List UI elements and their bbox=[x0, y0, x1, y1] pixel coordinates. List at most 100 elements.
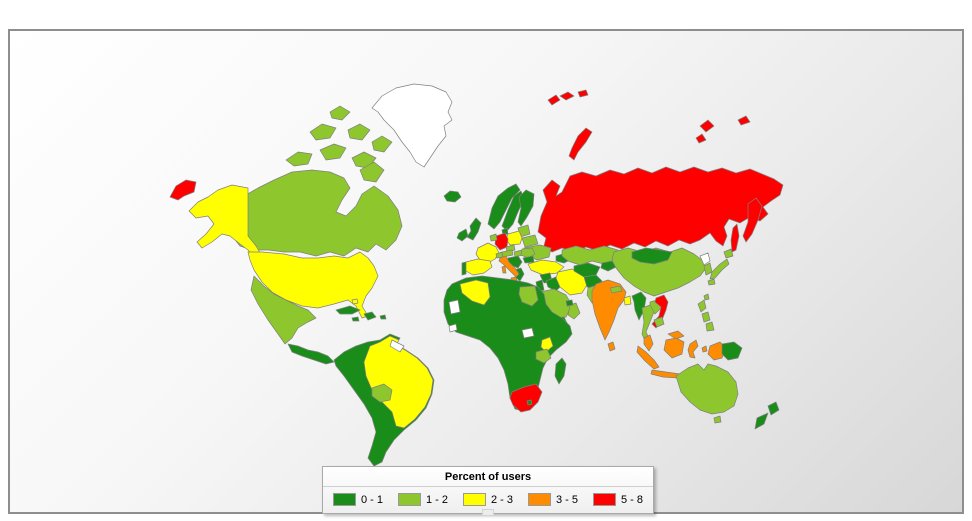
country-south-korea[interactable] bbox=[703, 262, 713, 276]
country-norway[interactable] bbox=[487, 183, 521, 230]
country-russia-chukotka[interactable] bbox=[169, 179, 197, 201]
country-russia[interactable] bbox=[537, 166, 784, 253]
country-india[interactable] bbox=[591, 279, 627, 341]
legend-swatch-3-5 bbox=[527, 493, 551, 506]
country-australia-tasmania[interactable] bbox=[713, 415, 722, 424]
country-kenya[interactable] bbox=[540, 336, 554, 353]
legend-swatch-1-2 bbox=[397, 493, 421, 506]
country-uae[interactable] bbox=[565, 299, 574, 307]
country-benelux[interactable] bbox=[489, 233, 498, 242]
country-canada-island[interactable] bbox=[309, 123, 337, 141]
country-sri-lanka[interactable] bbox=[607, 341, 616, 352]
legend-title: Percent of users bbox=[323, 467, 653, 487]
country-taiwan[interactable] bbox=[703, 293, 710, 301]
country-belarus[interactable] bbox=[521, 234, 539, 248]
country-north-korea[interactable] bbox=[699, 252, 711, 266]
country-canada-island[interactable] bbox=[319, 143, 347, 161]
country-russia-arctic-island[interactable] bbox=[559, 91, 575, 101]
country-bulgaria[interactable] bbox=[522, 255, 535, 264]
country-egypt[interactable] bbox=[518, 285, 539, 307]
country-poland[interactable] bbox=[505, 230, 523, 246]
legend-items: 0 - 1 1 - 2 2 - 3 3 - 5 5 - 8 bbox=[323, 487, 653, 513]
country-russia-sakhalin[interactable] bbox=[730, 223, 740, 253]
country-iceland[interactable] bbox=[443, 190, 462, 203]
legend-label: 2 - 3 bbox=[490, 493, 513, 506]
country-usa[interactable] bbox=[247, 251, 379, 319]
country-south-sudan[interactable] bbox=[521, 327, 535, 339]
country-france[interactable] bbox=[475, 242, 500, 264]
legend-item: 1 - 2 bbox=[397, 493, 448, 506]
country-guinea[interactable] bbox=[448, 323, 458, 333]
country-italy-sardinia[interactable] bbox=[501, 265, 507, 274]
country-japan-kyushu[interactable] bbox=[707, 278, 716, 286]
country-new-zealand-south[interactable] bbox=[754, 412, 769, 430]
country-canada-island[interactable] bbox=[347, 123, 371, 141]
country-cambodia[interactable] bbox=[653, 316, 665, 328]
country-canada-island[interactable] bbox=[329, 105, 351, 121]
country-cuba[interactable] bbox=[335, 305, 361, 315]
country-russia-arctic-island[interactable] bbox=[577, 89, 589, 98]
country-italy[interactable] bbox=[498, 255, 520, 278]
country-bahamas[interactable] bbox=[351, 298, 359, 305]
country-madagascar[interactable] bbox=[554, 357, 567, 385]
country-png[interactable] bbox=[721, 341, 743, 361]
country-indonesia-sulawesi[interactable] bbox=[687, 339, 699, 359]
country-portugal[interactable] bbox=[461, 261, 467, 276]
country-africa[interactable] bbox=[443, 275, 573, 412]
country-philippines[interactable] bbox=[697, 299, 707, 313]
country-czechia[interactable] bbox=[505, 244, 516, 253]
country-lesotho[interactable] bbox=[526, 399, 533, 406]
country-hispaniola[interactable] bbox=[363, 311, 377, 321]
country-spain[interactable] bbox=[465, 258, 493, 276]
country-ireland[interactable] bbox=[456, 228, 469, 242]
country-uk[interactable] bbox=[466, 217, 482, 241]
country-bangladesh[interactable] bbox=[623, 295, 632, 306]
country-mongolia[interactable] bbox=[631, 247, 673, 265]
country-nepal[interactable] bbox=[609, 285, 623, 294]
country-finland[interactable] bbox=[517, 189, 535, 227]
country-russia-arctic-island[interactable] bbox=[695, 133, 707, 144]
country-mexico[interactable] bbox=[250, 275, 317, 345]
country-kyrgyz-tajik[interactable] bbox=[600, 260, 617, 272]
country-malaysia-borneo[interactable] bbox=[667, 330, 685, 340]
country-canada-island[interactable] bbox=[285, 151, 313, 167]
country-jamaica[interactable] bbox=[351, 316, 360, 322]
country-indonesia-java[interactable] bbox=[650, 369, 681, 379]
country-turkey[interactable] bbox=[527, 259, 565, 276]
country-canada-island[interactable] bbox=[359, 161, 385, 183]
legend-swatch-2-3 bbox=[462, 493, 486, 506]
country-guyana[interactable] bbox=[389, 339, 405, 353]
country-indonesia-borneo[interactable] bbox=[663, 337, 685, 359]
country-russia-arctic-island[interactable] bbox=[547, 94, 561, 106]
country-canada-island[interactable] bbox=[371, 135, 393, 153]
country-south-africa[interactable] bbox=[509, 383, 543, 413]
country-philippines[interactable] bbox=[701, 311, 711, 323]
country-indonesia-sumatra[interactable] bbox=[636, 345, 660, 370]
country-malaysia-peninsula[interactable] bbox=[643, 334, 654, 352]
country-australia[interactable] bbox=[675, 363, 739, 415]
country-indonesia-west-papua[interactable] bbox=[707, 341, 727, 361]
country-central-america[interactable] bbox=[287, 343, 335, 365]
country-western-sahara[interactable] bbox=[448, 299, 461, 315]
country-puerto-rico[interactable] bbox=[379, 314, 387, 320]
country-algeria[interactable] bbox=[459, 279, 491, 306]
legend-item: 3 - 5 bbox=[527, 493, 578, 506]
country-tanzania[interactable] bbox=[535, 348, 552, 364]
country-russia-arctic-island[interactable] bbox=[737, 115, 751, 126]
legend-label: 1 - 2 bbox=[425, 493, 448, 506]
country-philippines[interactable] bbox=[705, 321, 715, 332]
country-austria[interactable] bbox=[501, 249, 514, 258]
country-bolivia[interactable] bbox=[371, 383, 393, 403]
country-russia-arctic-island[interactable] bbox=[699, 119, 715, 133]
country-indonesia-moluccas[interactable] bbox=[701, 345, 708, 353]
country-russia-novaya-zemlya[interactable] bbox=[568, 127, 593, 161]
country-oman[interactable] bbox=[567, 302, 581, 320]
country-new-zealand-north[interactable] bbox=[767, 401, 780, 416]
legend-item: 5 - 8 bbox=[592, 493, 643, 506]
country-japan-hokkaido[interactable] bbox=[723, 248, 734, 259]
country-japan-honshu[interactable] bbox=[709, 258, 730, 280]
country-greenland[interactable] bbox=[371, 83, 453, 168]
country-russia-kamchatka[interactable] bbox=[742, 197, 763, 243]
country-canada[interactable] bbox=[231, 169, 403, 257]
